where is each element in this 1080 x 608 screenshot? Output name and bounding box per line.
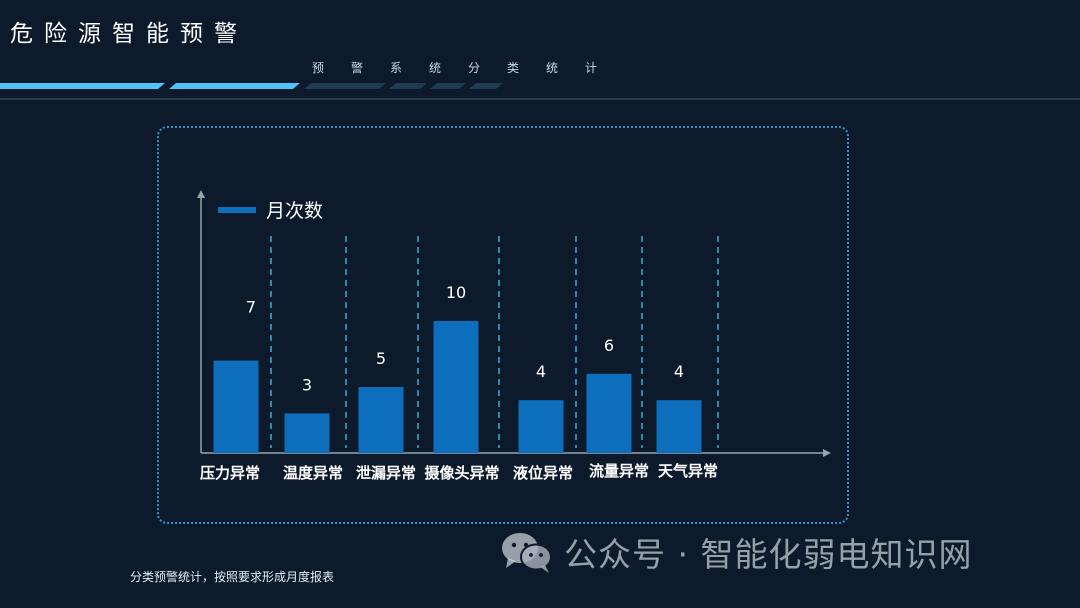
data-label: 10 [446,283,466,302]
page-title: 危险源智能预警 [10,21,248,47]
bar [433,321,479,453]
data-label: 4 [674,362,684,381]
section-subtitle: 预警系统分类统计 [312,61,625,75]
category-label: 摄像头异常 [424,464,499,482]
legend-label: 月次数 [266,200,323,222]
separators [270,236,719,448]
bar [656,400,702,453]
category-label: 液位异常 [513,464,573,482]
header-stripes [0,83,1080,100]
value-labels: 7 3 5 10 4 6 4 [246,283,684,394]
bars [213,321,702,453]
category-labels: 压力异常 温度异常 泄漏异常 摄像头异常 液位异常 流量异常 天气异常 [200,462,718,482]
bar [284,413,330,453]
data-label: 5 [376,349,386,368]
data-label: 7 [246,298,256,317]
data-label: 6 [604,336,614,355]
footnote: 分类预警统计，按照要求形成月度报表 [130,570,335,584]
bar [358,387,404,453]
x-axis-arrow [823,449,831,457]
data-label: 4 [536,362,546,381]
bar [213,360,259,453]
data-label: 3 [302,375,312,394]
watermark-text: 公众号 · 智能化弱电知识网 [564,535,973,574]
wechat-icon [502,533,552,573]
category-label: 流量异常 [589,462,649,480]
y-axis-arrow [197,190,205,198]
legend-swatch [218,207,256,213]
bar [518,400,564,453]
watermark: 公众号 · 智能化弱电知识网 [500,524,972,580]
category-label: 泄漏异常 [356,464,416,482]
category-label: 温度异常 [283,464,343,482]
bar [586,373,632,453]
category-label: 压力异常 [200,464,260,482]
chart-frame [157,126,849,524]
category-label: 天气异常 [658,462,718,480]
